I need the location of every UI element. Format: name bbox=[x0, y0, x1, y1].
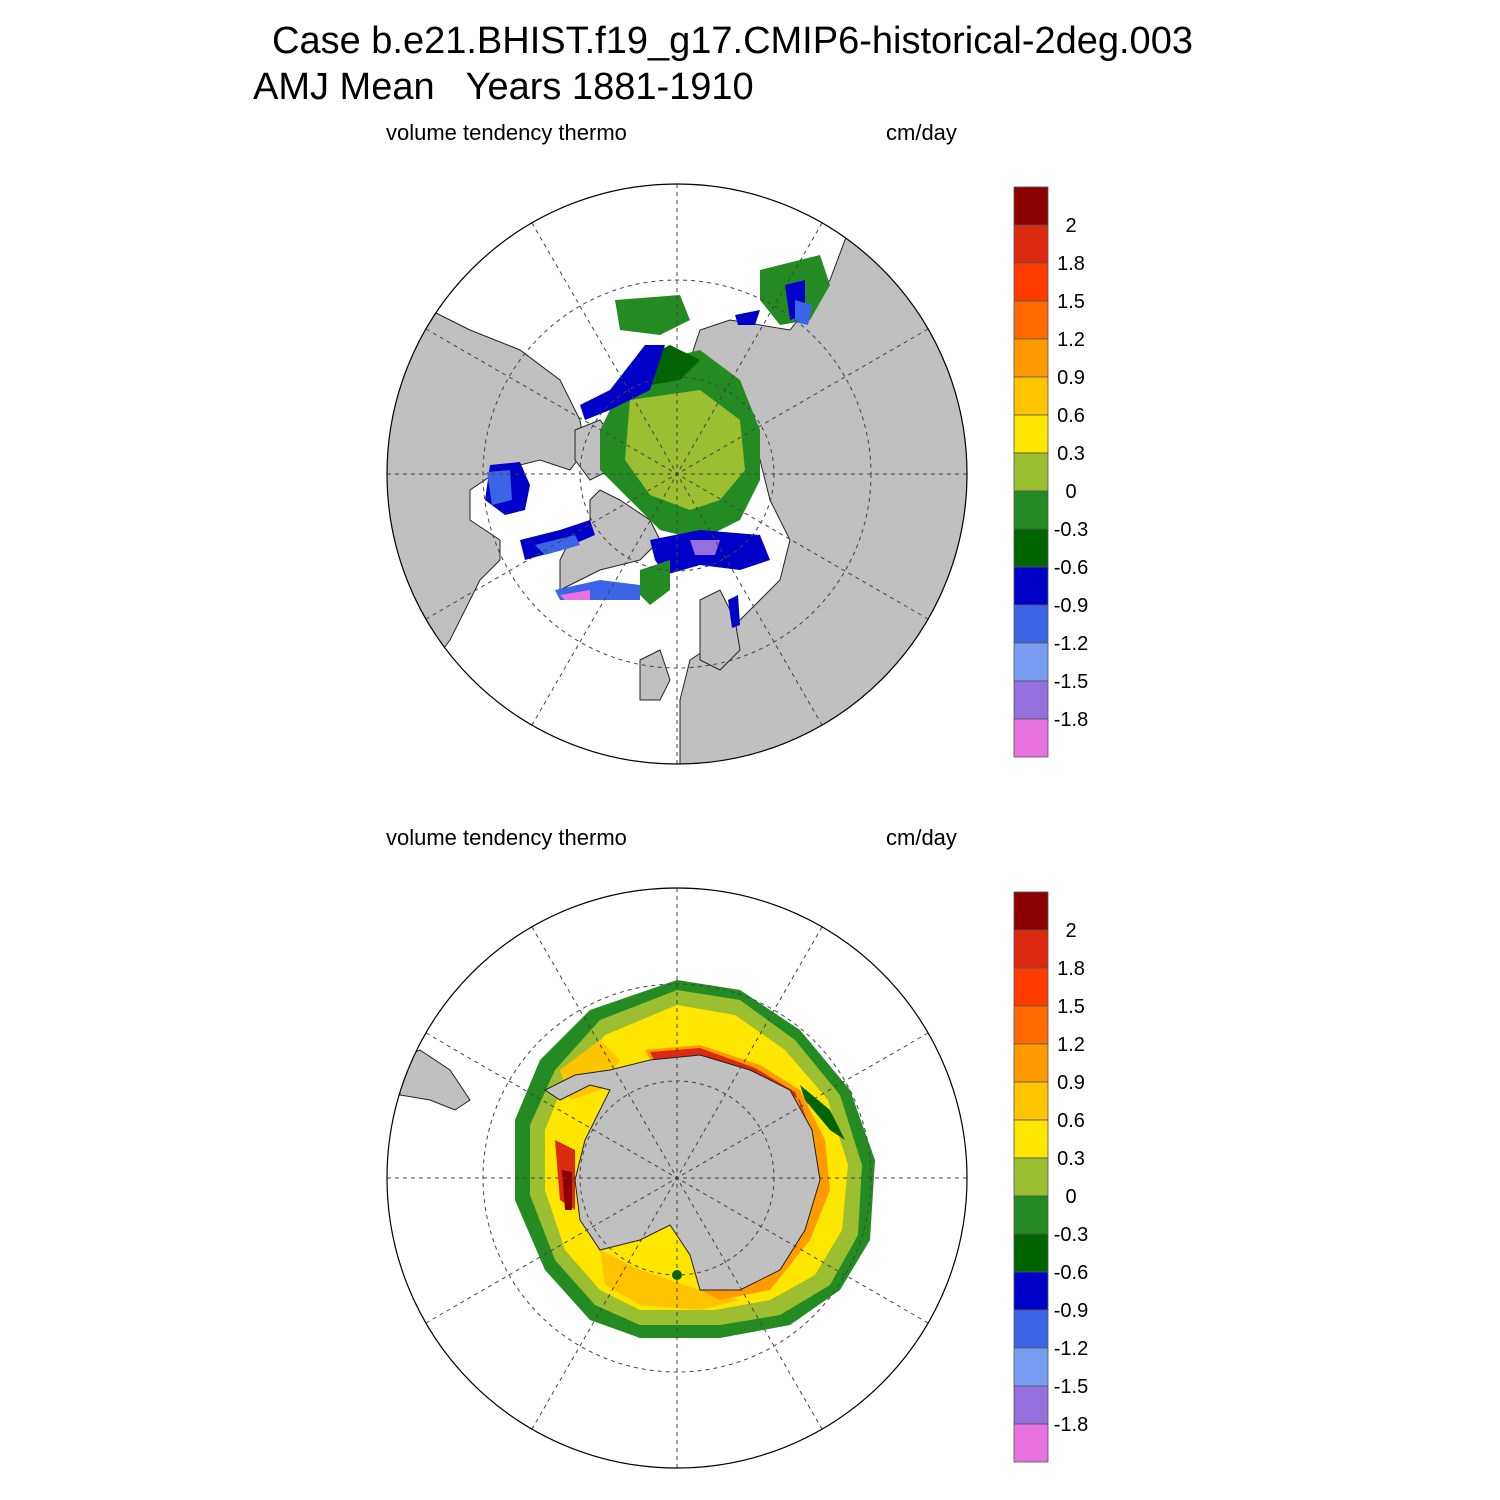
south-america-land bbox=[394, 1049, 471, 1111]
south-colorbar-swatch bbox=[1013, 1043, 1049, 1083]
north-variable-label: volume tendency thermo bbox=[386, 120, 627, 145]
north-colorbar-label: -0.3 bbox=[1054, 519, 1088, 541]
north-polar-map: 2 1.8 1.5 1.2 0.9 0.6 0.3 0 -0.3 -0.6 -0.9 -1.2 -1.5… bbox=[386, 183, 1088, 765]
south-polar-map: 2 1.8 1.5 1.2 0.9 0.6 0.3 0 -0.3 -0.6 -0.9 -1.2 -1.5… bbox=[386, 887, 1088, 1469]
south-colorbar-swatch bbox=[1013, 929, 1049, 969]
north-colorbar: 2 1.8 1.5 1.2 0.9 0.6 0.3 0 -0.3 -0.6 -0.9 -1.2 -1.5… bbox=[1013, 186, 1088, 758]
north-colorbar-swatch bbox=[1013, 452, 1049, 492]
north-ice-field bbox=[485, 255, 830, 628]
south-colorbar-label: -1.8 bbox=[1054, 1414, 1088, 1436]
antarctica-land bbox=[544, 1054, 821, 1291]
south-colorbar-swatch bbox=[1013, 1423, 1049, 1463]
north-colorbar-label: -0.6 bbox=[1054, 557, 1088, 579]
south-colorbar-swatch bbox=[1013, 891, 1049, 931]
north-colorbar-label: -1.2 bbox=[1054, 633, 1088, 655]
north-colorbar-swatch bbox=[1013, 604, 1049, 644]
south-colorbar-label: 0.3 bbox=[1057, 1148, 1085, 1170]
north-units-label: cm/day bbox=[886, 120, 957, 145]
north-colorbar-label: -1.5 bbox=[1054, 671, 1088, 693]
north-colorbar-label: -0.9 bbox=[1054, 595, 1088, 617]
south-colorbar-label: -1.5 bbox=[1054, 1376, 1088, 1398]
north-colorbar-swatch bbox=[1013, 300, 1049, 340]
south-colorbar-label: 1.2 bbox=[1057, 1034, 1085, 1056]
south-colorbar: 2 1.8 1.5 1.2 0.9 0.6 0.3 0 -0.3 -0.6 -0.9 -1.2 -1.5… bbox=[1013, 891, 1088, 1463]
north-colorbar-swatch bbox=[1013, 414, 1049, 454]
north-colorbar-label: 1.5 bbox=[1057, 291, 1085, 313]
north-colorbar-swatch bbox=[1013, 680, 1049, 720]
figure-title: Case b.e21.BHIST.f19_g17.CMIP6-historica… bbox=[272, 20, 1193, 62]
south-colorbar-label: 0.6 bbox=[1057, 1110, 1085, 1132]
south-map-border bbox=[386, 887, 968, 1469]
north-colorbar-swatch bbox=[1013, 376, 1049, 416]
north-colorbar-swatch bbox=[1013, 262, 1049, 302]
north-colorbar-label: 1.8 bbox=[1057, 253, 1085, 275]
south-colorbar-label: -0.9 bbox=[1054, 1300, 1088, 1322]
north-map-border bbox=[386, 183, 968, 765]
south-colorbar-swatch bbox=[1013, 1005, 1049, 1045]
south-colorbar-label: -0.3 bbox=[1054, 1224, 1088, 1246]
south-colorbar-label: -1.2 bbox=[1054, 1338, 1088, 1360]
south-colorbar-swatch bbox=[1013, 1233, 1049, 1273]
north-colorbar-swatch bbox=[1013, 186, 1049, 226]
north-colorbar-label: -1.8 bbox=[1054, 709, 1088, 731]
south-colorbar-swatch bbox=[1013, 1081, 1049, 1121]
south-colorbar-swatch bbox=[1013, 1119, 1049, 1159]
south-colorbar-label: -0.6 bbox=[1054, 1262, 1088, 1284]
south-colorbar-swatch bbox=[1013, 1195, 1049, 1235]
south-colorbar-swatch bbox=[1013, 967, 1049, 1007]
south-variable-label: volume tendency thermo bbox=[386, 825, 627, 850]
north-colorbar-label: 0.3 bbox=[1057, 443, 1085, 465]
north-land bbox=[387, 184, 967, 764]
south-colorbar-label: 1.5 bbox=[1057, 996, 1085, 1018]
north-colorbar-swatch bbox=[1013, 642, 1049, 682]
north-colorbar-swatch bbox=[1013, 224, 1049, 264]
figure-subtitle: AMJ Mean Years 1881-1910 bbox=[253, 66, 754, 108]
south-units-label: cm/day bbox=[886, 825, 957, 850]
south-colorbar-label: 2 bbox=[1065, 920, 1076, 942]
south-colorbar-label: 1.8 bbox=[1057, 958, 1085, 980]
south-colorbar-swatch bbox=[1013, 1271, 1049, 1311]
south-graticule bbox=[387, 888, 967, 1468]
north-colorbar-label: 2 bbox=[1065, 215, 1076, 237]
north-colorbar-label: 0 bbox=[1065, 481, 1076, 503]
south-colorbar-swatch bbox=[1013, 1347, 1049, 1387]
north-colorbar-swatch bbox=[1013, 490, 1049, 530]
north-graticule bbox=[387, 184, 967, 764]
north-colorbar-swatch bbox=[1013, 528, 1049, 568]
south-colorbar-label: 0.9 bbox=[1057, 1072, 1085, 1094]
south-colorbar-label: 0 bbox=[1065, 1186, 1076, 1208]
north-colorbar-swatch bbox=[1013, 566, 1049, 606]
south-colorbar-swatch bbox=[1013, 1157, 1049, 1197]
north-colorbar-swatch bbox=[1013, 718, 1049, 758]
north-colorbar-swatch bbox=[1013, 338, 1049, 378]
north-colorbar-label: 0.9 bbox=[1057, 367, 1085, 389]
south-colorbar-swatch bbox=[1013, 1309, 1049, 1349]
north-colorbar-label: 0.6 bbox=[1057, 405, 1085, 427]
south-colorbar-swatch bbox=[1013, 1385, 1049, 1425]
north-colorbar-label: 1.2 bbox=[1057, 329, 1085, 351]
